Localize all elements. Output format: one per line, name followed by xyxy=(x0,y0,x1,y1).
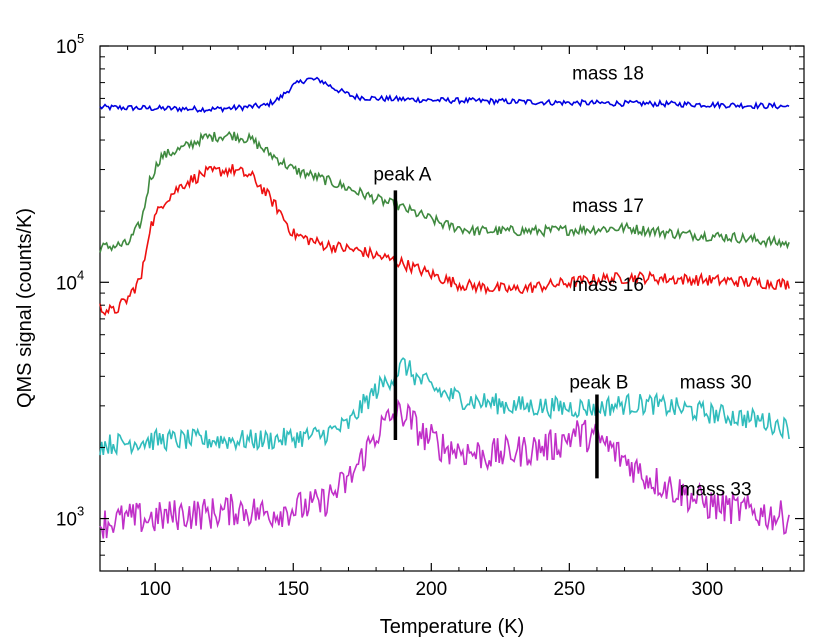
x-tick-label: 100 xyxy=(139,579,171,600)
series-line-mass-18 xyxy=(99,76,790,114)
x-axis-ticks: 100 150 200 250 300 xyxy=(99,46,791,600)
series-label-mass-30: mass 30 xyxy=(680,372,752,393)
plot-frame xyxy=(99,45,805,572)
x-tick-label: 200 xyxy=(415,579,447,600)
series-label-mass-16: mass 16 xyxy=(572,275,644,296)
y-axis-title: QMS signal (counts/K) xyxy=(14,208,36,408)
series-label-mass-33: mass 33 xyxy=(680,480,752,501)
y-axis-ticks: 103 104 105 xyxy=(56,31,804,572)
series-layer: mass 18 mass 17 mass 16 mass 30 mass 33 xyxy=(99,64,790,539)
x-tick-label: 250 xyxy=(553,579,585,600)
annotation-layer: peak A peak B xyxy=(373,164,628,479)
y-tick-label: 105 xyxy=(56,31,84,58)
series-line-mass-17 xyxy=(99,130,790,253)
x-axis-title: Temperature (K) xyxy=(380,616,525,638)
series-label-mass-17: mass 17 xyxy=(572,196,644,217)
series-line-mass-16 xyxy=(99,164,790,317)
peak-a-label: peak A xyxy=(373,164,431,185)
y-tick-label: 103 xyxy=(56,504,84,531)
series-line-mass-30 xyxy=(99,357,790,457)
y-tick-label: 104 xyxy=(56,267,84,294)
x-tick-label: 150 xyxy=(277,579,309,600)
peak-b-label: peak B xyxy=(569,372,628,393)
x-tick-label: 300 xyxy=(692,579,724,600)
series-label-mass-18: mass 18 xyxy=(572,64,644,85)
series-line-mass-33 xyxy=(99,398,790,539)
